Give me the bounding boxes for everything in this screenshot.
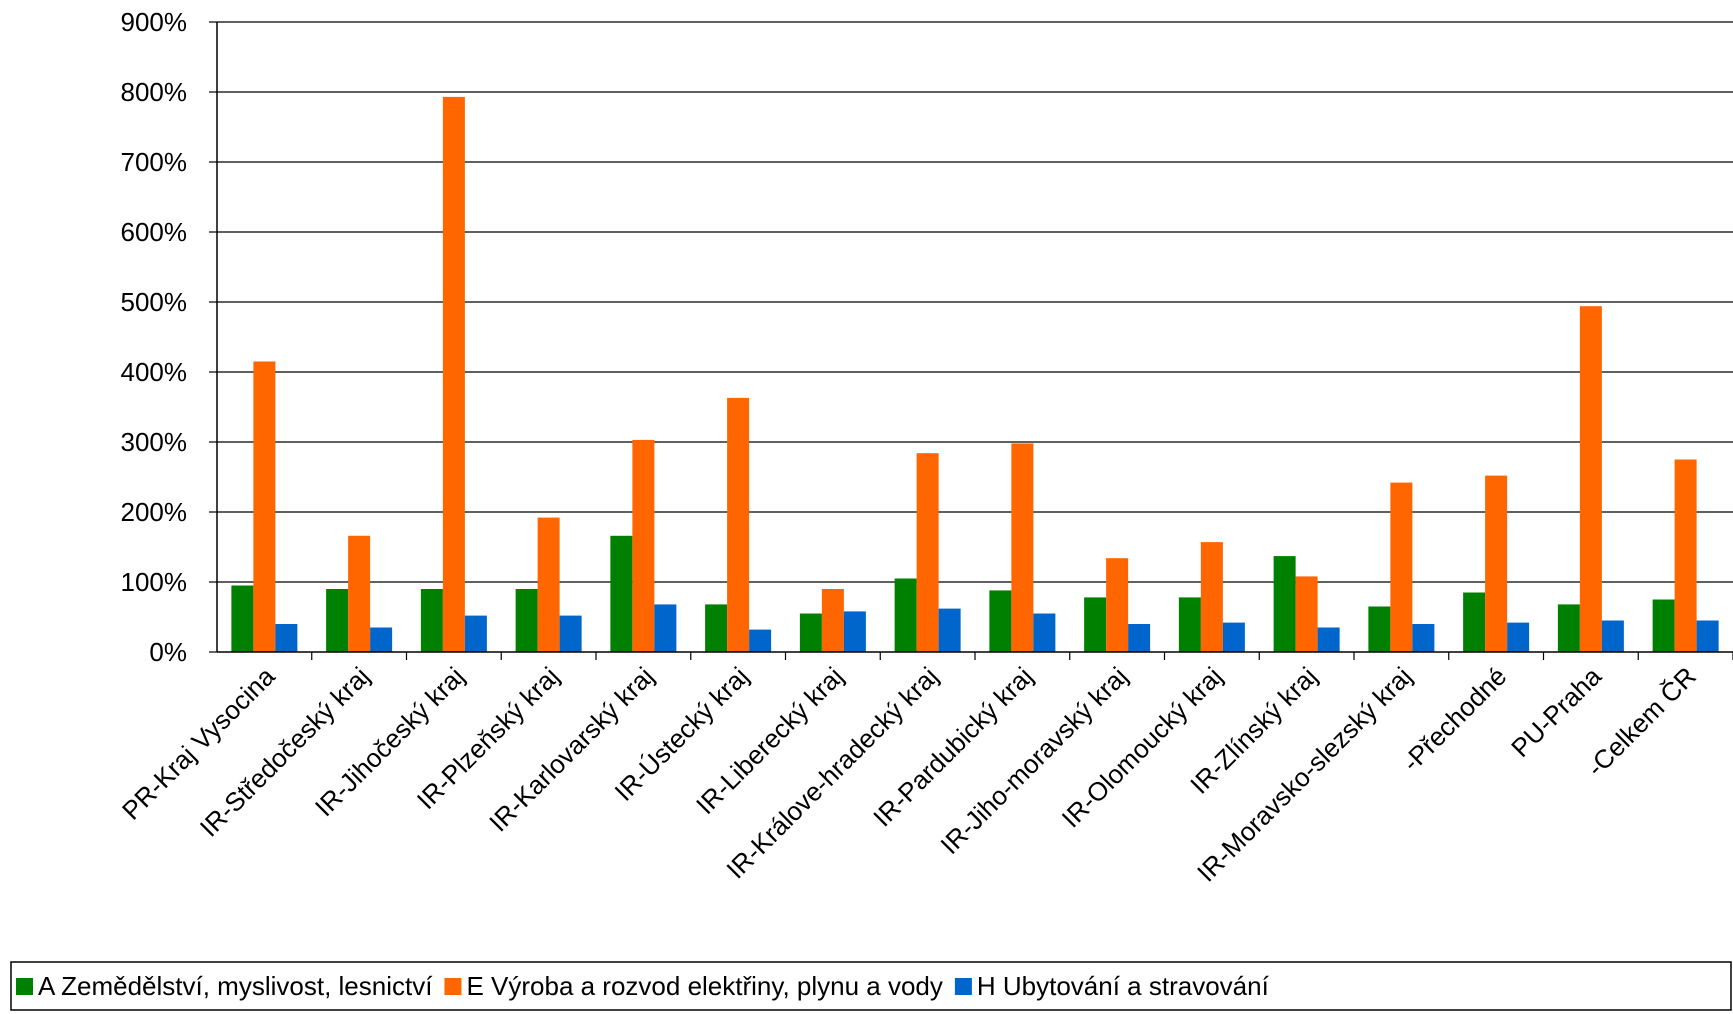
bar <box>515 589 538 652</box>
bar <box>749 629 772 652</box>
bar <box>1200 542 1223 652</box>
bar <box>559 615 582 652</box>
y-tick-label: 300% <box>121 427 188 457</box>
bar <box>1412 624 1435 652</box>
y-tick-label: 900% <box>121 7 188 37</box>
bar <box>1295 576 1318 652</box>
bar <box>275 624 298 652</box>
axes <box>209 21 1733 660</box>
bar <box>1579 306 1602 652</box>
bar <box>370 627 393 652</box>
bar <box>799 613 822 652</box>
bar <box>1507 622 1530 652</box>
bar <box>420 589 443 652</box>
bar <box>916 453 939 652</box>
y-tick-label: 500% <box>121 287 188 317</box>
y-tick-label: 0% <box>149 637 187 667</box>
legend: A Zemědělství, myslivost, lesnictví E Výr… <box>10 961 1732 1011</box>
bar <box>1106 558 1129 652</box>
bar <box>1368 606 1391 652</box>
bar <box>705 604 728 652</box>
bar <box>1033 613 1056 652</box>
bars <box>231 96 1719 652</box>
bar <box>1222 622 1245 652</box>
bar <box>821 589 844 652</box>
legend-swatch <box>16 978 33 995</box>
bar <box>843 611 866 652</box>
y-tick-label: 700% <box>121 147 188 177</box>
bar <box>1463 592 1486 652</box>
x-tick-label: IR-Středočeský kraj <box>194 661 376 843</box>
y-tick-label: 800% <box>121 77 188 107</box>
bar <box>1011 443 1034 652</box>
legend-swatch <box>444 978 462 995</box>
y-tick-label: 600% <box>121 217 188 247</box>
bar <box>464 615 487 652</box>
bar <box>1128 624 1151 652</box>
bar <box>1652 599 1675 652</box>
bar <box>654 604 677 652</box>
bar <box>1674 459 1697 652</box>
legend-label: H Ubytování a stravování <box>977 971 1270 1001</box>
x-tick-label: IR-Karlovarský kraj <box>483 661 659 837</box>
x-tick-label: IR-Jiho-moravský kraj <box>934 661 1133 860</box>
legend-swatch <box>954 978 972 995</box>
x-tick-label: IR-Pardubický kraj <box>867 661 1038 832</box>
bar <box>1317 627 1340 652</box>
y-tick-labels: 0% 100% 200% 300% 400% 500% 600% 700% 800% 900% <box>121 7 188 667</box>
bar <box>253 361 276 652</box>
x-tick-label: PU-Praha <box>1505 661 1607 763</box>
x-tick-label: IR-Olomoucký kraj <box>1056 661 1228 833</box>
bar <box>632 439 655 652</box>
y-tick-label: 400% <box>121 357 188 387</box>
bar <box>989 590 1012 652</box>
bar <box>1390 482 1413 652</box>
bar <box>1601 620 1624 652</box>
legend-label: A Zemědělství, myslivost, lesnictví <box>38 971 433 1001</box>
bar <box>1178 597 1201 652</box>
gridlines <box>217 21 1733 583</box>
bar <box>326 589 349 652</box>
bar <box>231 585 254 652</box>
legend-box <box>10 961 1732 1011</box>
bar <box>1485 475 1508 652</box>
bar <box>938 608 961 652</box>
bar <box>442 96 465 652</box>
bar <box>1696 620 1719 652</box>
bar <box>727 397 750 652</box>
bar <box>1084 597 1107 652</box>
bar <box>348 535 371 652</box>
bar <box>537 517 560 652</box>
bar <box>1273 556 1296 652</box>
y-tick-label: 200% <box>121 497 188 527</box>
bar <box>610 535 633 652</box>
y-tick-label: 100% <box>121 567 188 597</box>
legend-label: E Výroba a rozvod elektřiny, plynu a vod… <box>466 971 942 1001</box>
bar <box>894 578 917 652</box>
bar <box>1557 604 1580 652</box>
